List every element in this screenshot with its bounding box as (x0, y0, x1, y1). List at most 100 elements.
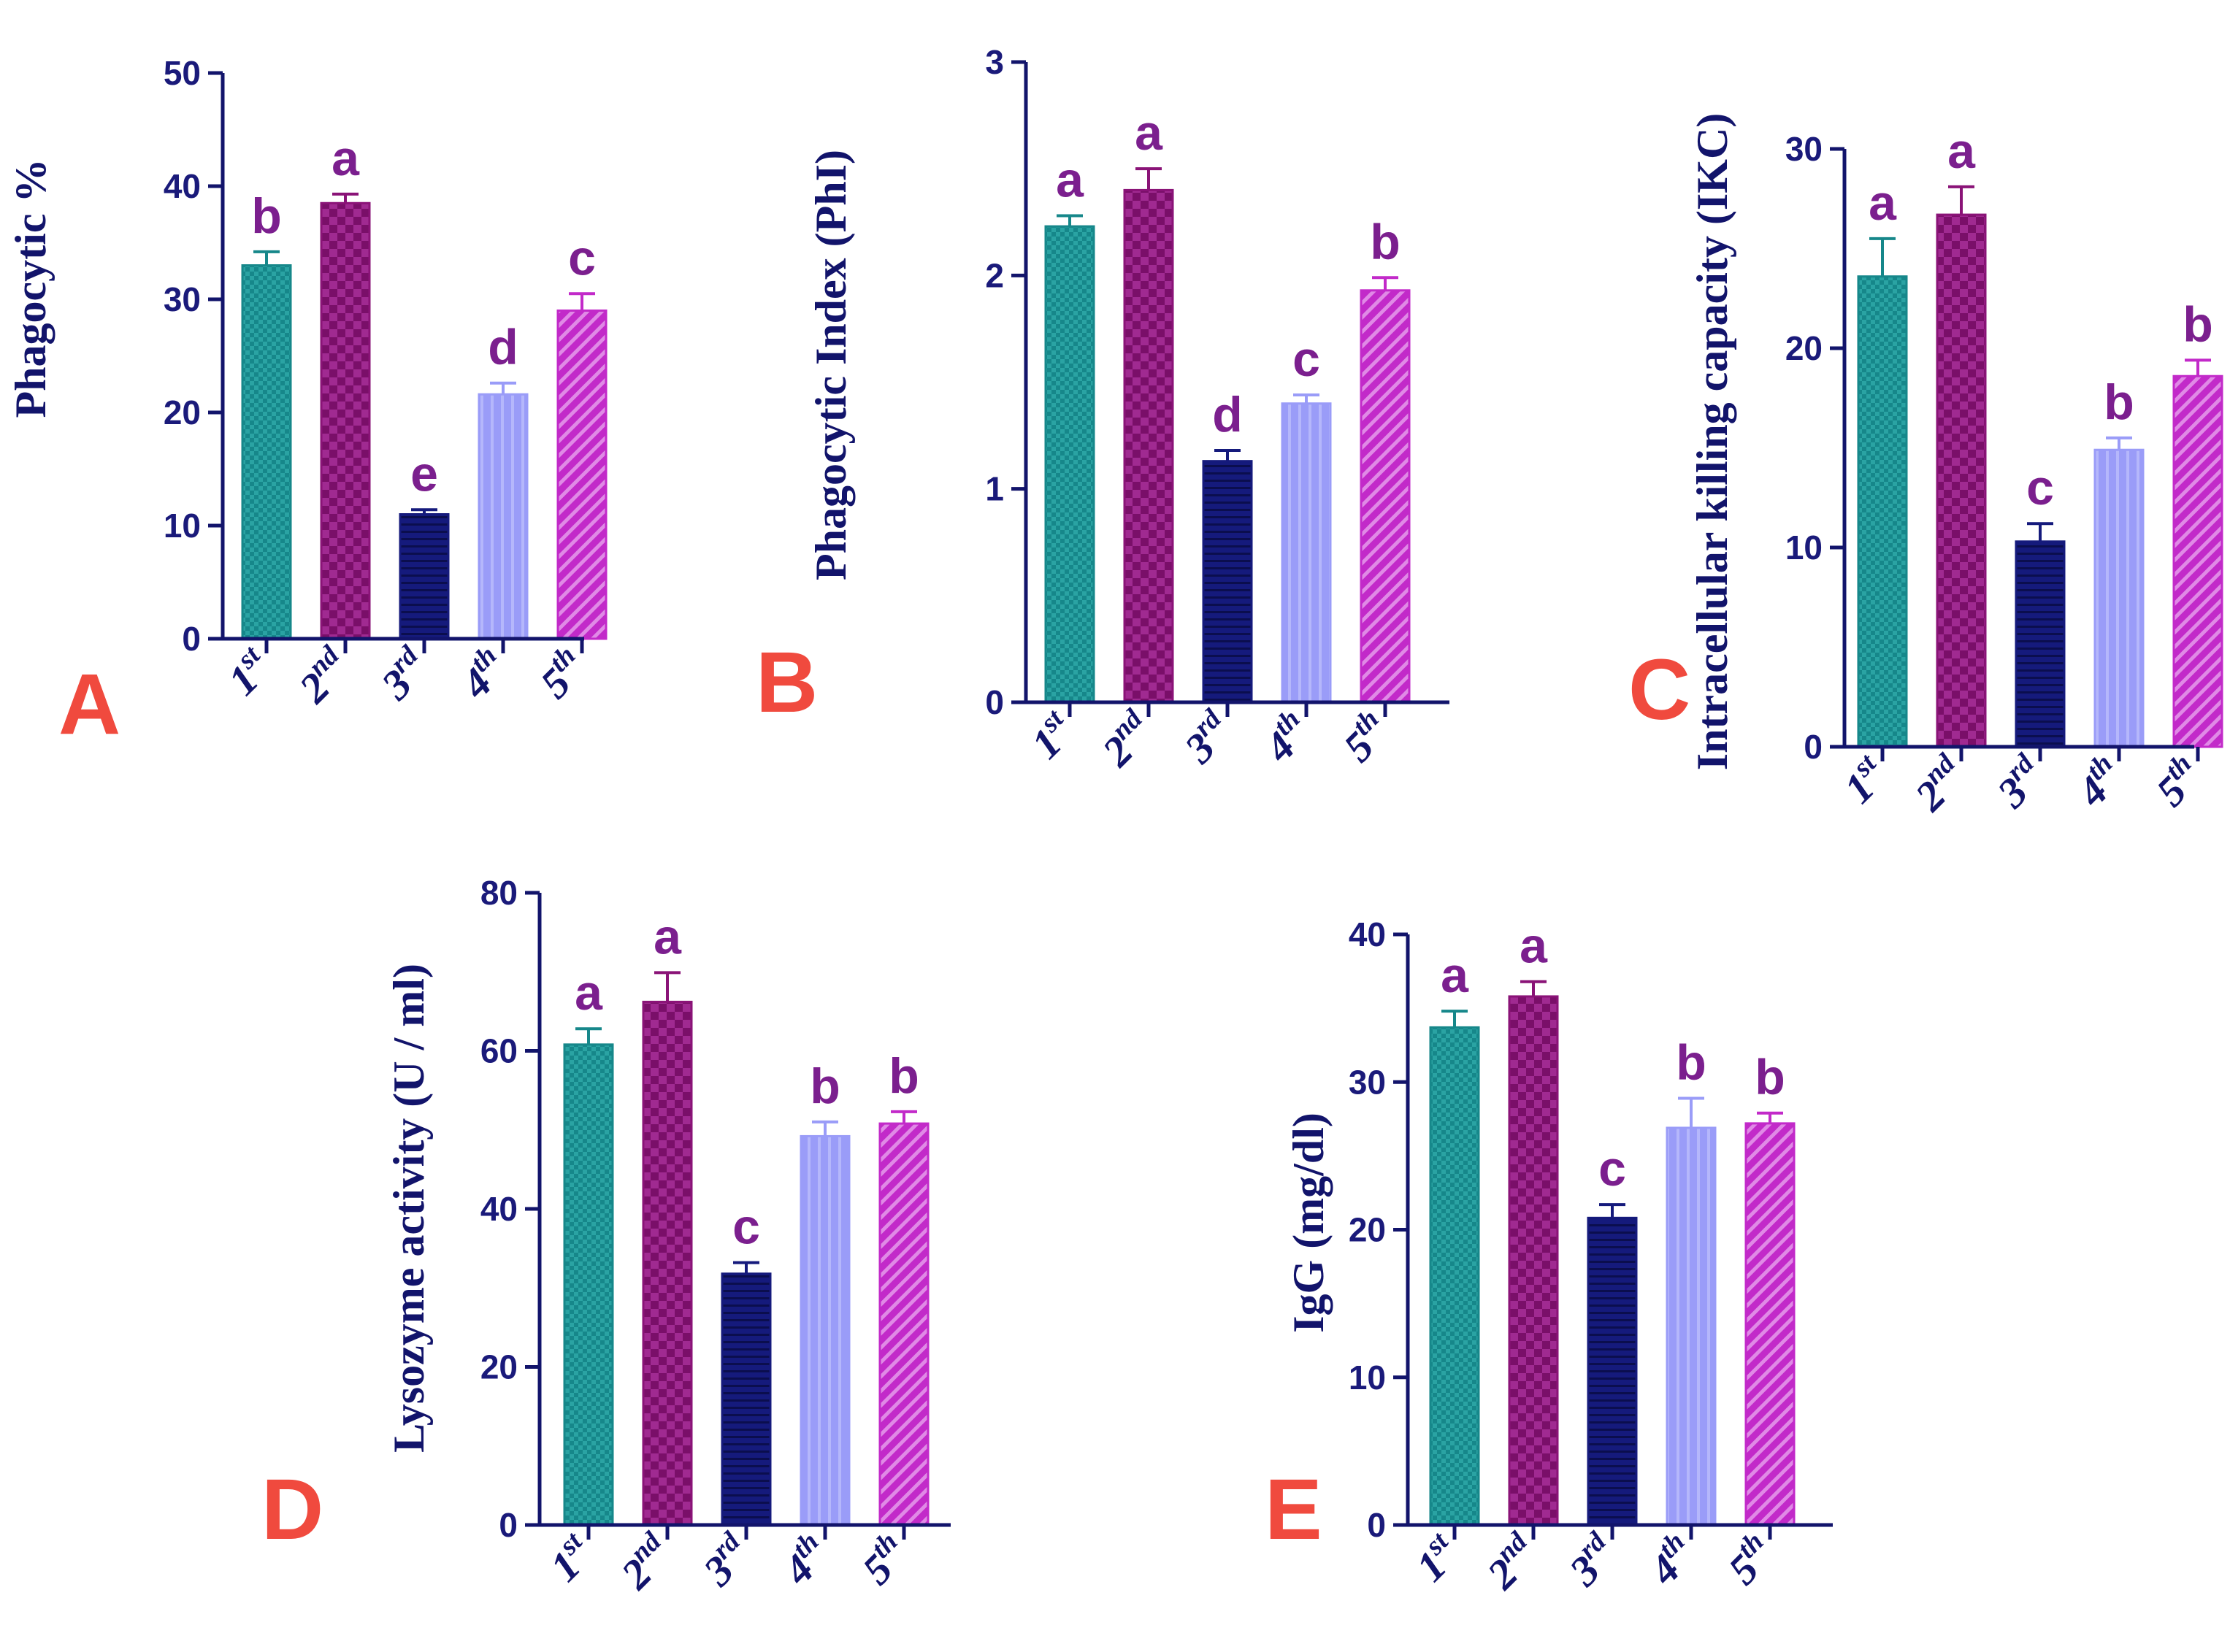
significance-letter-c-4: b (2104, 374, 2134, 430)
x-category-label-e-5: 5th (1717, 1526, 1784, 1594)
bar-a-3 (399, 513, 450, 640)
y-axis-title-c: Intracellular killing capacity (IKC) (1688, 113, 1736, 771)
significance-letter-d-1: a (575, 965, 603, 1021)
significance-letter-c-2: a (1947, 123, 1976, 179)
significance-letter-b-1: a (1056, 152, 1084, 207)
significance-letter-d-2: a (654, 909, 682, 964)
y-tick-label-c: 0 (1804, 728, 1823, 766)
bar-a-1 (241, 264, 292, 640)
x-category-label-c-5: 5th (2145, 748, 2212, 815)
x-category-label-e-1: 1st (1404, 1526, 1469, 1591)
x-category-label-e-3: 3rd (1557, 1526, 1627, 1595)
y-tick-label-b: 3 (985, 43, 1004, 81)
significance-letter-c-1: a (1869, 175, 1897, 231)
y-tick-label-a: 30 (164, 280, 201, 318)
x-category-label-b-2: 2nd (1090, 703, 1163, 776)
y-tick-label-d: 80 (480, 874, 518, 912)
x-category-label-a-1: 1st (216, 639, 281, 704)
significance-letter-e-5: b (1755, 1050, 1785, 1105)
bar-a-4 (478, 393, 529, 640)
x-category-label-e-2: 2nd (1475, 1526, 1548, 1599)
significance-letter-a-2: a (332, 131, 360, 186)
significance-letter-b-2: a (1135, 105, 1163, 161)
y-tick-label-b: 0 (985, 683, 1004, 721)
x-category-label-b-5: 5th (1332, 704, 1399, 771)
bar-b-1 (1044, 225, 1095, 704)
bar-d-4 (800, 1134, 851, 1526)
x-category-label-d-3: 3rd (691, 1526, 761, 1595)
bar-c-3 (2015, 540, 2066, 748)
x-category-label-d-1: 1st (538, 1526, 603, 1591)
significance-letter-e-3: c (1598, 1141, 1626, 1196)
y-axis-title-e: IgG (mg/dl) (1284, 1113, 1333, 1333)
y-tick-label-c: 30 (1785, 130, 1823, 168)
y-axis-title-a: Phagocytic % (7, 159, 55, 418)
x-category-label-a-3: 3rd (369, 639, 439, 709)
bar-c-4 (2093, 448, 2145, 748)
bar-d-3 (721, 1272, 772, 1526)
y-tick-label-d: 40 (480, 1190, 518, 1228)
significance-letter-a-3: e (410, 446, 438, 502)
bar-d-2 (642, 1000, 693, 1526)
y-tick-label-a: 40 (164, 167, 201, 205)
x-category-label-b-3: 3rd (1173, 703, 1242, 772)
y-tick-label-e: 40 (1349, 915, 1386, 953)
bar-a-5 (556, 310, 608, 640)
bar-a-2 (320, 201, 371, 640)
panel-letter-e: E (1265, 1461, 1322, 1558)
x-category-label-c-3: 3rd (1985, 748, 2055, 817)
panel-letter-c: C (1628, 642, 1690, 738)
y-axis-title-d: Lysozyme activity (U / ml) (385, 964, 433, 1453)
y-tick-label-d: 20 (480, 1348, 518, 1386)
x-category-label-e-4: 4th (1637, 1526, 1705, 1594)
significance-letter-c-5: b (2183, 296, 2213, 352)
bar-b-4 (1281, 402, 1332, 704)
x-category-label-d-2: 2nd (609, 1526, 682, 1599)
y-tick-label-a: 20 (164, 393, 201, 431)
significance-letter-b-4: c (1292, 331, 1320, 387)
y-tick-label-a: 10 (164, 507, 201, 545)
significance-letter-e-1: a (1441, 948, 1469, 1003)
x-category-label-a-5: 5th (529, 640, 596, 707)
significance-letter-e-2: a (1520, 918, 1548, 974)
y-tick-label-e: 30 (1349, 1063, 1386, 1101)
bar-c-2 (1936, 213, 1987, 748)
significance-letter-d-5: b (889, 1048, 919, 1104)
y-tick-label-e: 20 (1349, 1211, 1386, 1249)
significance-letter-b-3: d (1212, 387, 1243, 442)
y-tick-label-a: 50 (164, 54, 201, 92)
y-axis-title-b: Phagocytic Index (PhI) (807, 150, 855, 580)
bar-e-2 (1508, 995, 1559, 1526)
y-tick-label-b: 1 (985, 470, 1004, 508)
y-tick-label-c: 10 (1785, 529, 1823, 566)
x-category-label-d-5: 5th (851, 1526, 918, 1594)
bar-d-1 (563, 1043, 614, 1526)
y-tick-label-e: 10 (1349, 1359, 1386, 1396)
x-category-label-b-1: 1st (1019, 703, 1084, 768)
significance-letter-a-5: c (568, 230, 596, 285)
y-tick-label-d: 60 (480, 1032, 518, 1070)
bar-b-2 (1123, 188, 1174, 704)
significance-letter-b-5: b (1370, 214, 1401, 269)
y-tick-label-e: 0 (1367, 1506, 1386, 1544)
bar-e-5 (1744, 1122, 1796, 1526)
significance-letter-d-3: c (732, 1199, 760, 1255)
significance-letter-a-4: d (488, 320, 518, 375)
x-category-label-d-4: 4th (771, 1526, 839, 1594)
bar-c-1 (1857, 275, 1908, 748)
significance-letter-c-3: c (2026, 460, 2054, 515)
x-category-label-a-4: 4th (449, 640, 517, 708)
bar-d-5 (878, 1122, 930, 1526)
panel-letter-b: B (756, 634, 818, 731)
bar-b-5 (1360, 289, 1411, 704)
x-category-label-b-4: 4th (1252, 704, 1320, 772)
bar-e-4 (1666, 1126, 1717, 1526)
bar-c-5 (2172, 374, 2223, 748)
panel-letter-d: D (261, 1461, 323, 1558)
bar-e-3 (1587, 1216, 1638, 1526)
